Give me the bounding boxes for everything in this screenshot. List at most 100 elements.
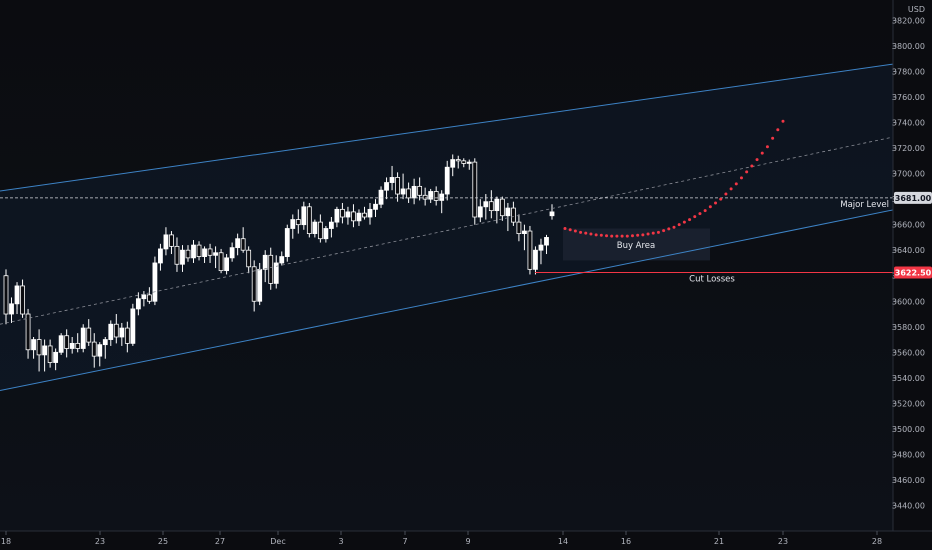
candle bbox=[25, 308, 31, 359]
candle bbox=[141, 291, 147, 307]
candle bbox=[400, 173, 406, 200]
candle-body bbox=[516, 221, 522, 235]
projection-dot bbox=[719, 197, 723, 201]
candle bbox=[384, 177, 389, 200]
candle bbox=[158, 243, 163, 271]
projection-dot bbox=[703, 209, 707, 213]
candle bbox=[268, 247, 274, 290]
candle-body bbox=[450, 159, 456, 168]
projection-dot bbox=[745, 170, 749, 174]
candle-body bbox=[273, 262, 279, 284]
candle bbox=[58, 333, 64, 355]
candle-body bbox=[268, 254, 274, 284]
time-axis-ticks: 18 23 25 27 Dec 3 7 9 14 16 21 23 28 bbox=[1, 531, 882, 546]
candle-body bbox=[378, 189, 384, 205]
candle-body bbox=[389, 177, 395, 183]
candle bbox=[306, 202, 312, 238]
candle bbox=[224, 254, 230, 275]
candle-body bbox=[461, 160, 467, 164]
channel-lower-line[interactable] bbox=[0, 209, 894, 392]
candle bbox=[86, 319, 92, 346]
candle-body bbox=[58, 335, 64, 353]
candle bbox=[389, 165, 395, 191]
candle-body bbox=[97, 344, 103, 357]
projection-dot bbox=[750, 164, 754, 168]
projection-dot bbox=[656, 230, 660, 234]
channel-middle-line[interactable] bbox=[0, 136, 894, 325]
projection-dot bbox=[579, 230, 583, 234]
cut-losses-label: Cut Losses bbox=[689, 275, 735, 285]
projection-dot bbox=[636, 233, 640, 237]
time-tick-label: 9 bbox=[465, 537, 470, 546]
projection-dot bbox=[729, 187, 733, 191]
price-tick-label: 3740.00 bbox=[892, 119, 925, 128]
candle bbox=[516, 214, 522, 242]
candle bbox=[20, 279, 25, 318]
price-tick-label: 3700.00 bbox=[892, 170, 925, 179]
time-tick-label: 23 bbox=[95, 537, 105, 546]
candle-body bbox=[135, 298, 141, 310]
candle-body bbox=[328, 221, 334, 229]
candle-body bbox=[499, 198, 505, 217]
candle bbox=[229, 242, 235, 262]
candle bbox=[428, 188, 434, 203]
time-axis[interactable] bbox=[0, 531, 932, 550]
candle bbox=[135, 292, 141, 316]
candle bbox=[235, 233, 241, 256]
candle-body bbox=[406, 188, 412, 199]
candle-body bbox=[75, 342, 81, 349]
candle bbox=[301, 201, 307, 230]
candle bbox=[169, 231, 174, 255]
candle bbox=[14, 282, 20, 315]
candle bbox=[378, 186, 384, 209]
projection-dot bbox=[739, 176, 743, 180]
candle bbox=[538, 238, 544, 265]
candle-body bbox=[180, 249, 185, 265]
projection-dot bbox=[573, 229, 577, 233]
candle-body bbox=[373, 203, 378, 210]
plot-area[interactable] bbox=[0, 0, 893, 531]
projection-dot bbox=[589, 232, 593, 236]
price-tick-label: 3480.00 bbox=[892, 450, 925, 459]
channel-upper-line[interactable] bbox=[0, 63, 894, 192]
candle-body bbox=[494, 198, 500, 212]
candle bbox=[3, 269, 9, 325]
candle bbox=[340, 202, 345, 224]
cut-losses-badge-bg bbox=[894, 266, 932, 279]
candle bbox=[246, 246, 252, 274]
candle-body bbox=[455, 159, 461, 162]
projection-dot bbox=[693, 215, 697, 219]
projection-dot bbox=[584, 231, 588, 235]
candle bbox=[64, 329, 70, 358]
candle bbox=[80, 324, 86, 353]
candle bbox=[31, 337, 36, 359]
candle-body bbox=[14, 285, 20, 305]
candle bbox=[108, 320, 114, 346]
candle-body bbox=[411, 185, 417, 199]
candle bbox=[533, 246, 538, 275]
price-tick-label: 3560.00 bbox=[892, 348, 925, 357]
candle-body bbox=[113, 323, 119, 338]
price-tick-label: 3660.00 bbox=[892, 221, 925, 230]
candle bbox=[202, 246, 207, 263]
price-axis[interactable] bbox=[893, 0, 932, 531]
projection-dot bbox=[568, 228, 572, 232]
projection-dot bbox=[594, 233, 598, 237]
projection-path bbox=[563, 119, 785, 238]
projection-dot bbox=[724, 192, 728, 196]
candle-body bbox=[202, 248, 207, 257]
candle-body bbox=[86, 327, 92, 343]
candle-body bbox=[257, 268, 263, 302]
candle-body bbox=[527, 230, 533, 270]
candle-body bbox=[488, 201, 494, 212]
candle-body bbox=[224, 257, 230, 272]
candle bbox=[406, 182, 412, 203]
projection-dot bbox=[677, 223, 681, 227]
projection-dot bbox=[672, 225, 676, 229]
candle bbox=[483, 194, 489, 220]
time-tick-label: 25 bbox=[158, 537, 168, 546]
candle bbox=[191, 239, 196, 263]
price-tick-label: 3520.00 bbox=[892, 399, 925, 408]
time-tick-label: 21 bbox=[714, 537, 724, 546]
